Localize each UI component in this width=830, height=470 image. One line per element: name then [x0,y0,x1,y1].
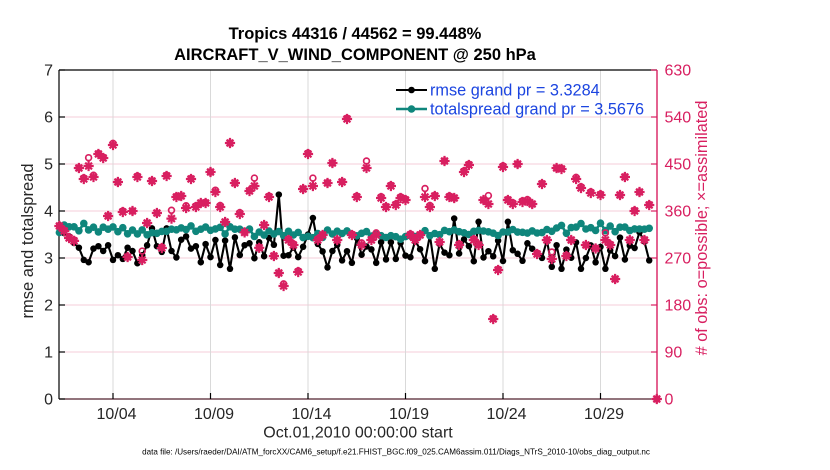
svg-text:540: 540 [665,110,692,127]
svg-text:2: 2 [44,298,53,315]
svg-text:630: 630 [665,63,692,80]
svg-text:rmse and totalspread: rmse and totalspread [19,163,37,318]
svg-text:10/09: 10/09 [194,406,234,423]
svg-text:# of obs: o=possible; ×=assimi: # of obs: o=possible; ×=assimilated [693,101,711,356]
svg-text:90: 90 [665,345,683,362]
svg-text:Oct.01,2010 00:00:00 start: Oct.01,2010 00:00:00 start [263,425,453,442]
svg-text:totalspread grand pr = 3.5676: totalspread grand pr = 3.5676 [430,101,644,119]
svg-text:10/04: 10/04 [96,406,136,423]
svg-text:6: 6 [44,110,53,127]
svg-text:1: 1 [44,345,53,362]
svg-text:10/19: 10/19 [389,406,429,423]
svg-text:0: 0 [665,392,674,409]
svg-text:Tropics 44316 / 44562 = 99.448: Tropics 44316 / 44562 = 99.448% [229,25,482,43]
svg-text:4: 4 [44,204,53,221]
svg-text:AIRCRAFT_V_WIND_COMPONENT @ 25: AIRCRAFT_V_WIND_COMPONENT @ 250 hPa [174,46,537,64]
svg-text:data file: /Users/raeder/DAI/A: data file: /Users/raeder/DAI/ATM_forcXX/… [142,448,650,457]
svg-text:450: 450 [665,157,692,174]
svg-text:10/24: 10/24 [486,406,526,423]
svg-text:0: 0 [44,392,53,409]
svg-text:5: 5 [44,157,53,174]
svg-text:360: 360 [665,204,692,221]
svg-text:3: 3 [44,251,53,268]
svg-text:10/29: 10/29 [584,406,624,423]
svg-text:270: 270 [665,251,692,268]
svg-text:rmse grand pr = 3.3284: rmse grand pr = 3.3284 [430,82,600,100]
svg-text:10/14: 10/14 [291,406,331,423]
svg-text:180: 180 [665,298,692,315]
svg-text:7: 7 [44,63,53,80]
